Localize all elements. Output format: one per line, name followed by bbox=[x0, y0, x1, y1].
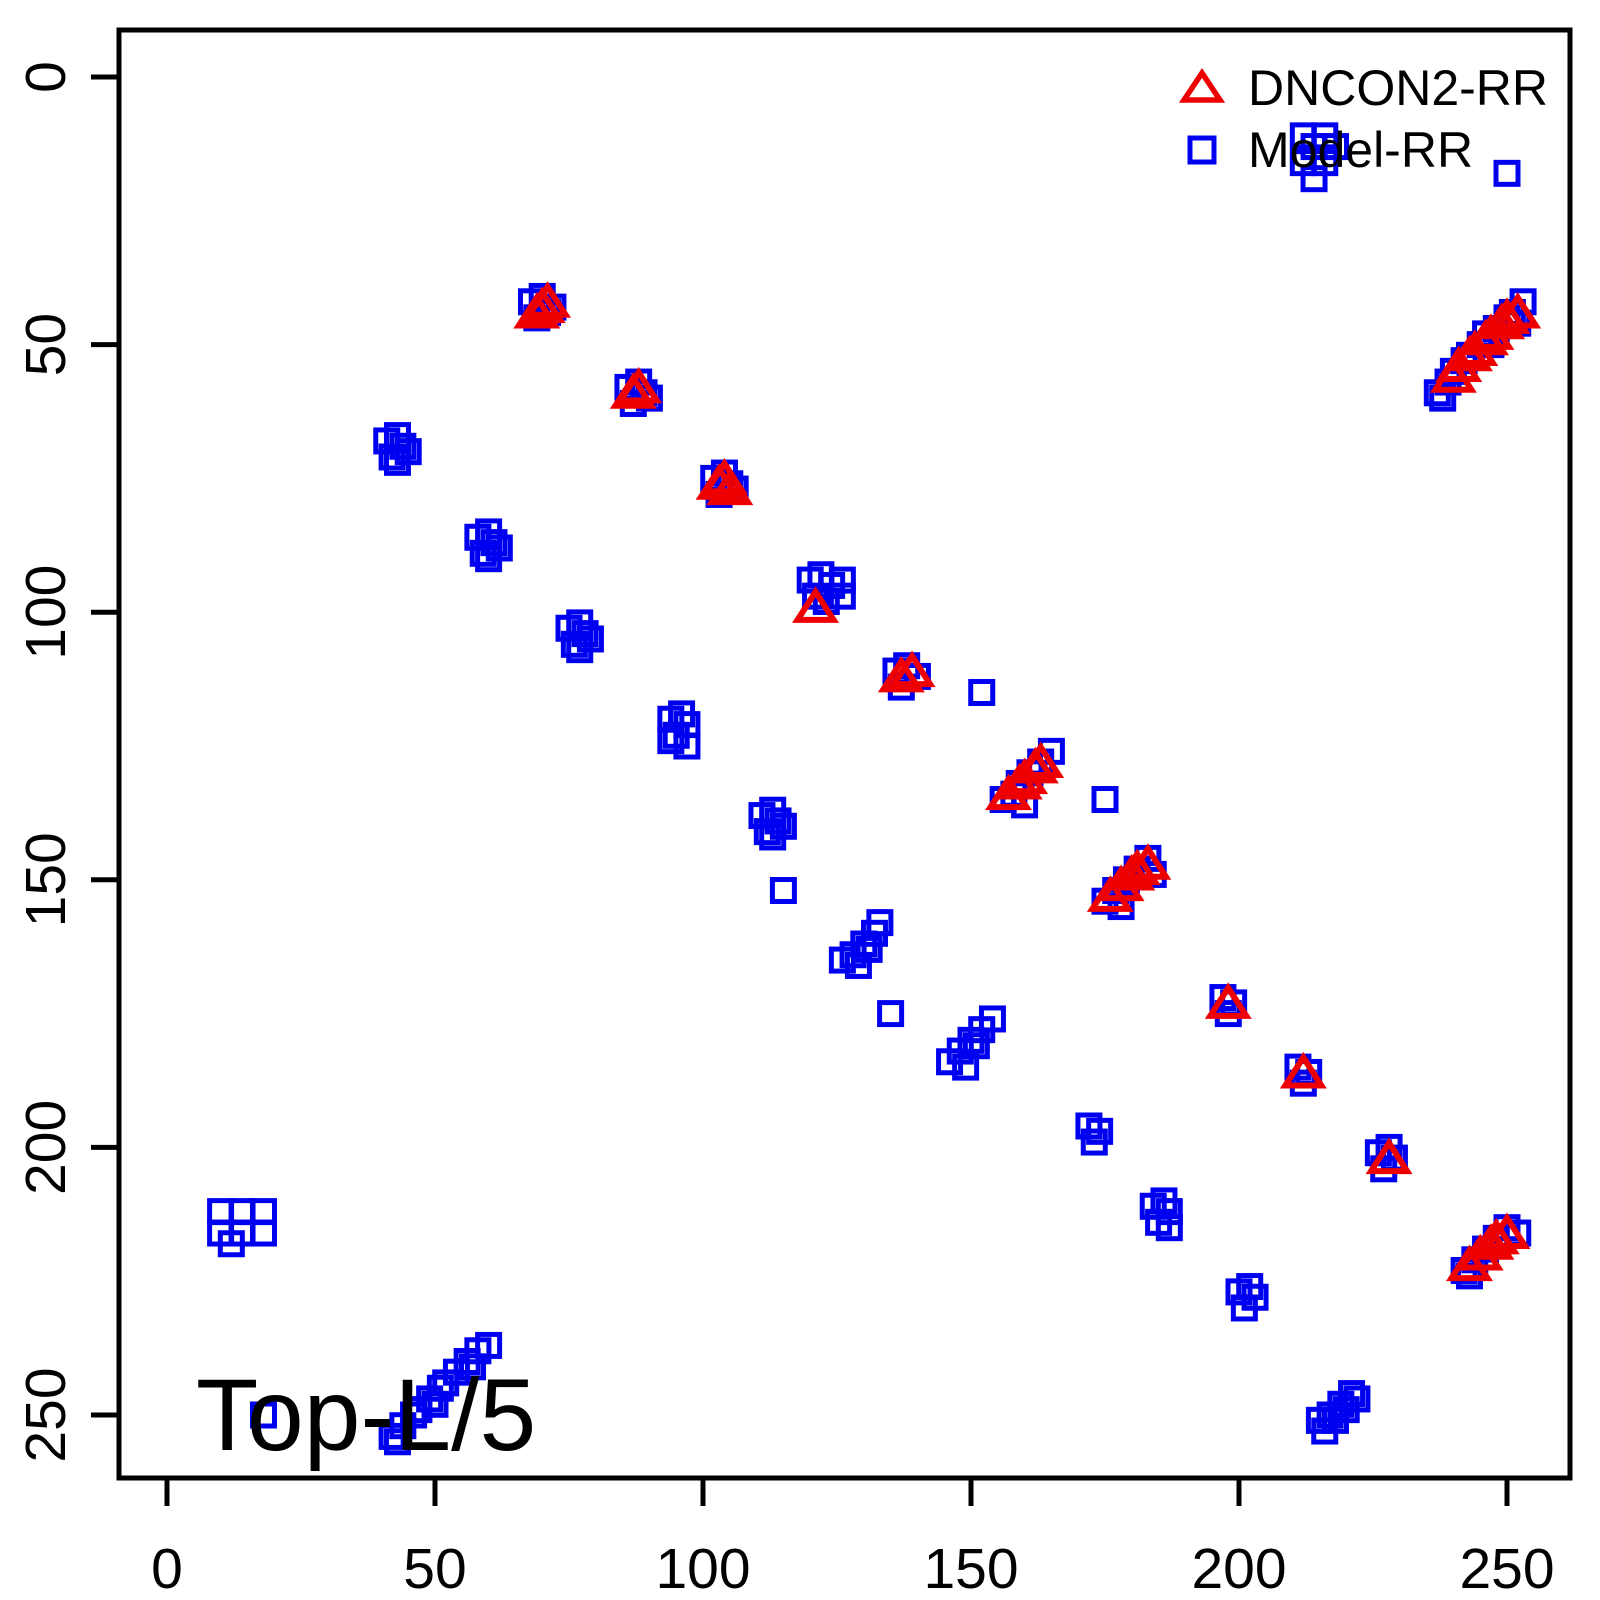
dncon2-rr-triangle bbox=[1204, 982, 1252, 1019]
legend-label-dncon2: DNCON2-RR bbox=[1248, 60, 1548, 116]
dncon2-rr-triangle bbox=[1086, 875, 1134, 912]
model-rr-square bbox=[866, 909, 894, 937]
model-rr-square bbox=[228, 1198, 256, 1226]
legend-label-model: Model-RR bbox=[1248, 122, 1473, 178]
model-rr-square bbox=[207, 1198, 235, 1226]
dncon2-rr-triangle bbox=[1124, 843, 1172, 880]
dncon2-rr-triangle bbox=[1494, 291, 1542, 329]
x-tick-label: 0 bbox=[151, 1537, 183, 1600]
model-rr-square bbox=[1155, 1214, 1183, 1242]
model-rr-square bbox=[1338, 1380, 1366, 1408]
annotation-top-l5: Top-L/5 bbox=[196, 1358, 536, 1472]
y-tick-label: 100 bbox=[14, 565, 78, 660]
model-rr-square bbox=[759, 823, 787, 851]
model-rr-square bbox=[828, 566, 856, 594]
model-rr-square bbox=[249, 1219, 277, 1247]
legend-square-marker bbox=[1187, 135, 1217, 165]
dncon2-rr-triangle bbox=[1472, 1217, 1520, 1255]
model-rr-square bbox=[968, 678, 996, 706]
model-rr-square bbox=[217, 1230, 245, 1258]
model-rr-square bbox=[383, 1428, 411, 1456]
model-rr-square bbox=[475, 1331, 503, 1359]
dncon2-rr-triangle bbox=[1483, 297, 1531, 334]
dncon2-rr-triangle bbox=[524, 281, 572, 318]
y-tick-label: 250 bbox=[14, 1367, 78, 1462]
model-rr-square bbox=[657, 727, 685, 755]
dncon2-rr-triangle bbox=[1445, 1244, 1493, 1282]
dncon2-rr-triangle bbox=[888, 650, 936, 688]
model-rr-square bbox=[475, 545, 503, 573]
y-tick-label: 0 bbox=[14, 61, 78, 93]
model-rr-square bbox=[1300, 165, 1328, 193]
plot-border bbox=[116, 27, 1573, 1481]
model-rr-square bbox=[249, 1198, 277, 1226]
dncon2-rr-triangle bbox=[1017, 741, 1065, 779]
x-tick-label: 200 bbox=[1191, 1537, 1286, 1600]
dncon2-rr-triangle bbox=[1113, 848, 1161, 886]
model-rr-square bbox=[1230, 1294, 1258, 1322]
model-rr-square bbox=[1091, 786, 1119, 814]
x-axis: 0 50 100 150 200 250 bbox=[151, 1478, 1555, 1600]
dncon2-rr-triangle bbox=[615, 366, 663, 404]
model-rr-square bbox=[1321, 133, 1349, 161]
dncon2-rr-points bbox=[513, 281, 1542, 1282]
dncon2-rr-triangle bbox=[706, 468, 754, 506]
x-tick-label: 250 bbox=[1459, 1537, 1554, 1600]
dncon2-rr-triangle bbox=[1279, 1051, 1327, 1089]
x-tick-label: 50 bbox=[403, 1537, 466, 1600]
model-rr-square bbox=[383, 448, 411, 476]
model-rr-square bbox=[378, 443, 406, 471]
model-rr-square bbox=[459, 1353, 487, 1381]
dncon2-rr-triangle bbox=[1483, 1212, 1531, 1250]
dncon2-rr-triangle bbox=[792, 586, 840, 623]
y-tick-label: 200 bbox=[14, 1100, 78, 1195]
model-rr-square bbox=[877, 1000, 905, 1028]
model-rr-square bbox=[828, 582, 856, 610]
legend-triangle-marker bbox=[1178, 68, 1226, 103]
model-rr-square bbox=[249, 1401, 277, 1429]
model-rr-square bbox=[753, 818, 781, 846]
model-rr-square bbox=[673, 732, 701, 760]
model-rr-square bbox=[560, 630, 588, 658]
model-rr-square bbox=[426, 1374, 454, 1402]
dncon2-rr-triangle bbox=[1365, 1137, 1413, 1175]
y-tick-label: 150 bbox=[14, 832, 78, 927]
model-rr-points bbox=[207, 122, 1537, 1456]
model-rr-square bbox=[855, 935, 883, 963]
model-rr-square bbox=[469, 539, 497, 567]
x-tick-label: 100 bbox=[655, 1537, 750, 1600]
model-rr-square bbox=[769, 877, 797, 905]
dncon2-rr-triangle bbox=[877, 655, 925, 693]
legend: DNCON2-RR Model-RR bbox=[1178, 60, 1548, 178]
model-rr-square bbox=[978, 1005, 1006, 1033]
model-rr-square bbox=[962, 1032, 990, 1060]
model-rr-square bbox=[566, 636, 594, 664]
y-tick-label: 50 bbox=[14, 313, 78, 376]
y-axis: 0 50 100 150 200 250 bbox=[14, 61, 119, 1463]
model-rr-square bbox=[1343, 1385, 1371, 1413]
model-rr-square bbox=[1080, 1128, 1108, 1156]
model-rr-square bbox=[1493, 159, 1521, 187]
x-tick-label: 150 bbox=[923, 1537, 1018, 1600]
